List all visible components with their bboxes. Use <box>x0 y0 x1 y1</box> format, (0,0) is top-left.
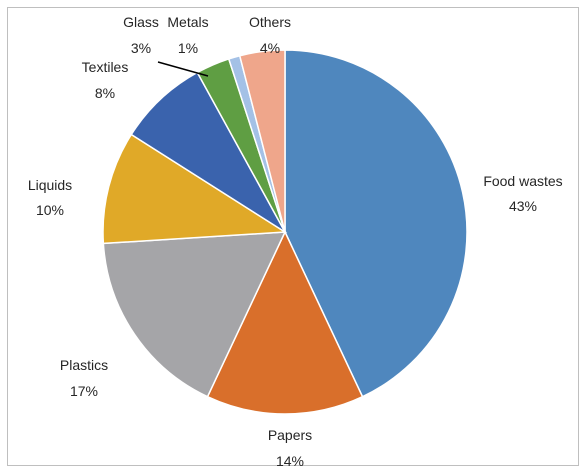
pie-slice-papers <box>206 230 364 415</box>
slice-value-others: 4% <box>260 40 280 56</box>
slice-name-textiles: Textiles <box>82 59 129 75</box>
slice-value-food-wastes: 43% <box>509 198 537 214</box>
slice-name-glass: Glass <box>123 14 159 30</box>
slice-name-others: Others <box>249 14 291 30</box>
pie-slice-others <box>238 49 286 233</box>
slice-name-papers: Papers <box>268 427 312 443</box>
slice-value-liquids: 10% <box>36 202 64 218</box>
pie-slice-plastics <box>102 231 287 398</box>
pie-slice-food-wastes <box>284 49 468 398</box>
slice-name-food-wastes: Food wastes <box>483 173 562 189</box>
slice-value-papers: 14% <box>276 453 304 469</box>
slice-name-liquids: Liquids <box>28 177 72 193</box>
pie-slice-textiles <box>130 71 286 233</box>
slice-value-glass: 3% <box>131 40 151 56</box>
slice-value-plastics: 17% <box>70 383 98 399</box>
pie-slice-liquids <box>102 133 288 245</box>
slice-value-metals: 1% <box>178 40 198 56</box>
slice-value-textiles: 8% <box>95 85 115 101</box>
slice-name-plastics: Plastics <box>60 357 108 373</box>
slice-name-metals: Metals <box>167 14 208 30</box>
leader-line-glass <box>157 61 209 77</box>
